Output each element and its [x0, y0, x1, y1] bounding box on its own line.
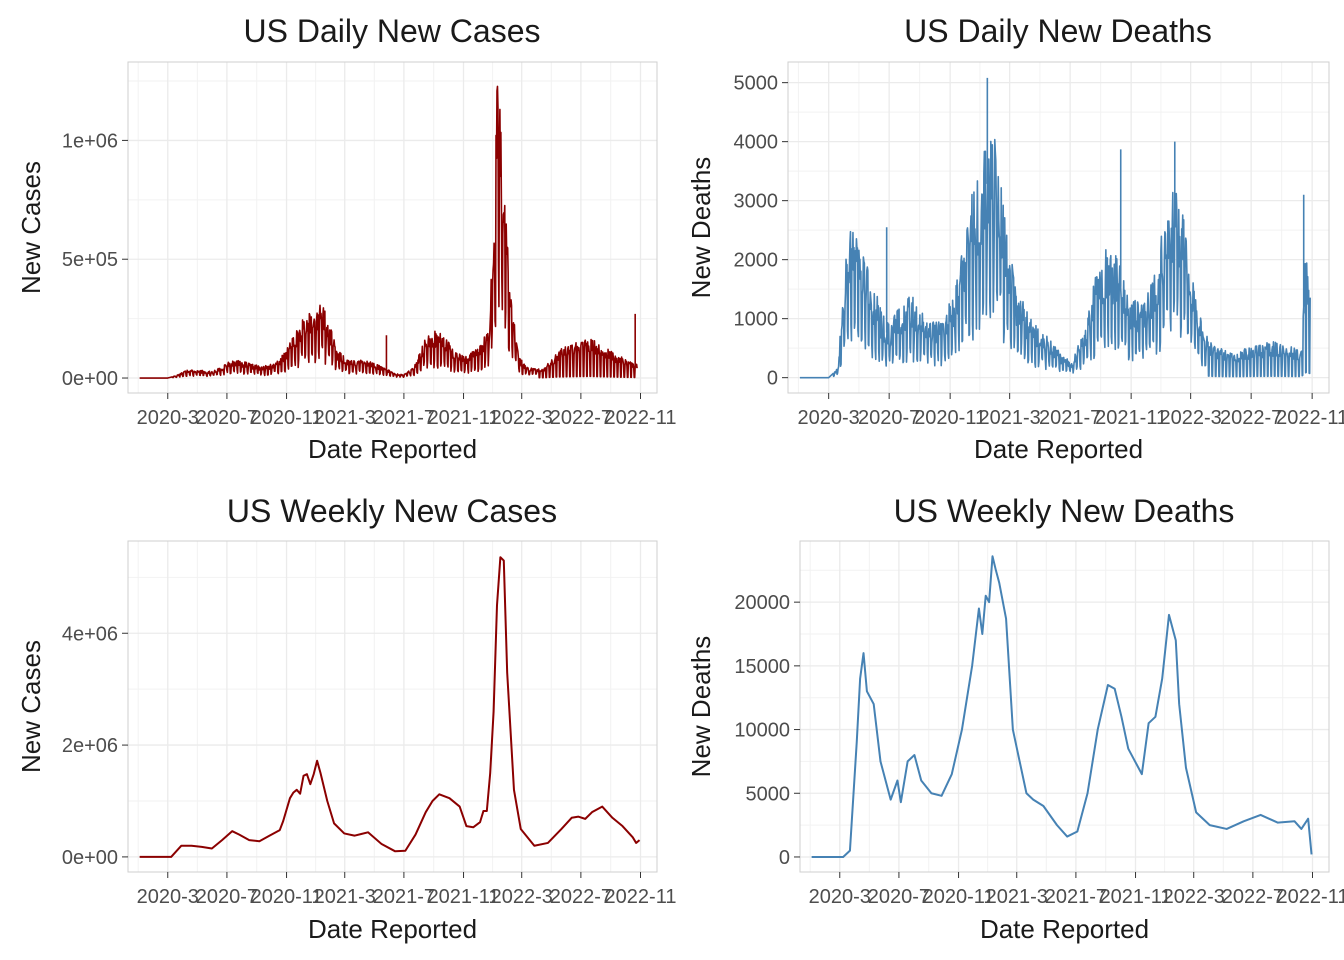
x-tick-label: 2021-11: [428, 886, 500, 908]
x-tick-label: 2020-7: [868, 886, 930, 908]
panel-border: [127, 540, 658, 873]
panel-border: [799, 540, 1330, 873]
x-tick-label: 2021-7: [1045, 886, 1107, 908]
x-tick-label: 2020-7: [196, 407, 258, 429]
x-tick-label: 2022-3: [491, 407, 553, 429]
x-tick-label: 2022-7: [1220, 407, 1282, 429]
x-tick-label: 2021-11: [1095, 407, 1167, 429]
minor-gridlines: [800, 541, 1329, 872]
x-tick-label: 2020-7: [196, 886, 258, 908]
x-tick-label: 2022-11: [605, 886, 677, 908]
x-tick-label: 2020-3: [809, 886, 871, 908]
x-axis-label: Date Reported: [974, 434, 1143, 464]
x-tick-label: 2022-7: [550, 886, 612, 908]
y-tick-label: 1e+06: [62, 130, 118, 152]
x-tick-label: 2022-3: [1163, 886, 1225, 908]
x-tick-label: 2021-11: [428, 407, 500, 429]
x-axis-label: Date Reported: [308, 914, 477, 944]
x-tick-label: 2021-3: [986, 886, 1048, 908]
y-axis-label: New Cases: [16, 640, 46, 773]
x-tick-label: 2022-11: [1276, 407, 1344, 429]
x-tick-label: 2021-3: [314, 886, 376, 908]
minor-gridlines: [128, 541, 657, 872]
x-tick-label: 2020-11: [251, 407, 323, 429]
x-tick-label: 2021-7: [1039, 407, 1101, 429]
panel-weekly_deaths: 050001000015000200002020-32020-72020-112…: [686, 493, 1344, 944]
major-gridlines: [800, 541, 1329, 872]
y-tick-label: 5000: [746, 783, 791, 805]
x-tick-label: 2020-11: [251, 886, 323, 908]
y-tick-label: 5000: [734, 73, 779, 95]
y-tick-label: 0: [767, 368, 778, 390]
x-tick-label: 2022-11: [605, 407, 677, 429]
y-tick-label: 0e+00: [62, 368, 118, 390]
major-gridlines: [128, 62, 657, 393]
panel-daily_deaths: 0 1000 2000 3000 4000 5000 2020-32020-72020-11…: [686, 13, 1344, 464]
x-tick-label: 2021-3: [314, 407, 376, 429]
panel-weekly_cases: 0e+00 2e+06 4e+06 2020-32020-72020-112021-3…: [16, 493, 676, 944]
y-tick-label: 0e+00: [62, 847, 118, 869]
x-tick-label: 2022-7: [1222, 886, 1284, 908]
x-tick-label: 2020-3: [798, 407, 860, 429]
x-axis-label: Date Reported: [980, 914, 1149, 944]
x-tick-label: 2020-7: [858, 407, 920, 429]
y-tick-label: 4000: [734, 132, 779, 154]
y-axis-label: New Deaths: [686, 157, 716, 299]
x-tick-label: 2022-7: [550, 407, 612, 429]
x-tick-label: 2020-3: [137, 407, 199, 429]
y-tick-label: 3000: [734, 191, 779, 213]
panel-daily_cases: 0e+00 5e+05 1e+06 2020-32020-72020-112021-3…: [16, 13, 676, 464]
chart-title: US Daily New Deaths: [904, 13, 1212, 49]
x-tick-label: 2020-11: [914, 407, 986, 429]
y-tick-label: 10000: [734, 720, 790, 742]
y-tick-label: 2000: [734, 250, 779, 272]
y-tick-label: 0: [779, 847, 790, 869]
panel-border: [127, 61, 658, 394]
major-gridlines: [128, 541, 657, 872]
x-tick-label: 2020-3: [137, 886, 199, 908]
y-tick-label: 20000: [734, 592, 790, 614]
chart-title: US Weekly New Deaths: [894, 493, 1235, 529]
series-line: [799, 77, 1311, 379]
x-tick-label: 2020-11: [923, 886, 995, 908]
x-tick-label: 2021-3: [979, 407, 1041, 429]
chart-title: US Daily New Cases: [244, 13, 541, 49]
panel-border: [787, 61, 1330, 394]
y-axis-label: New Cases: [16, 161, 46, 294]
y-tick-label: 5e+05: [62, 249, 118, 271]
x-tick-label: 2022-3: [491, 886, 553, 908]
series-line: [139, 556, 641, 858]
y-tick-label: 15000: [734, 656, 790, 678]
y-tick-label: 1000: [734, 309, 779, 331]
y-axis-label: New Deaths: [686, 636, 716, 778]
x-tick-label: 2021-7: [373, 886, 435, 908]
x-axis-label: Date Reported: [308, 434, 477, 464]
x-tick-label: 2021-7: [373, 407, 435, 429]
series-line: [139, 85, 638, 379]
y-tick-label: 2e+06: [62, 735, 118, 757]
minor-gridlines: [128, 62, 657, 393]
chart-title: US Weekly New Cases: [227, 493, 557, 529]
series-line: [811, 555, 1313, 858]
y-tick-label: 4e+06: [62, 623, 118, 645]
x-tick-label: 2022-3: [1160, 407, 1222, 429]
x-tick-label: 2021-11: [1100, 886, 1172, 908]
x-tick-label: 2022-11: [1277, 886, 1344, 908]
